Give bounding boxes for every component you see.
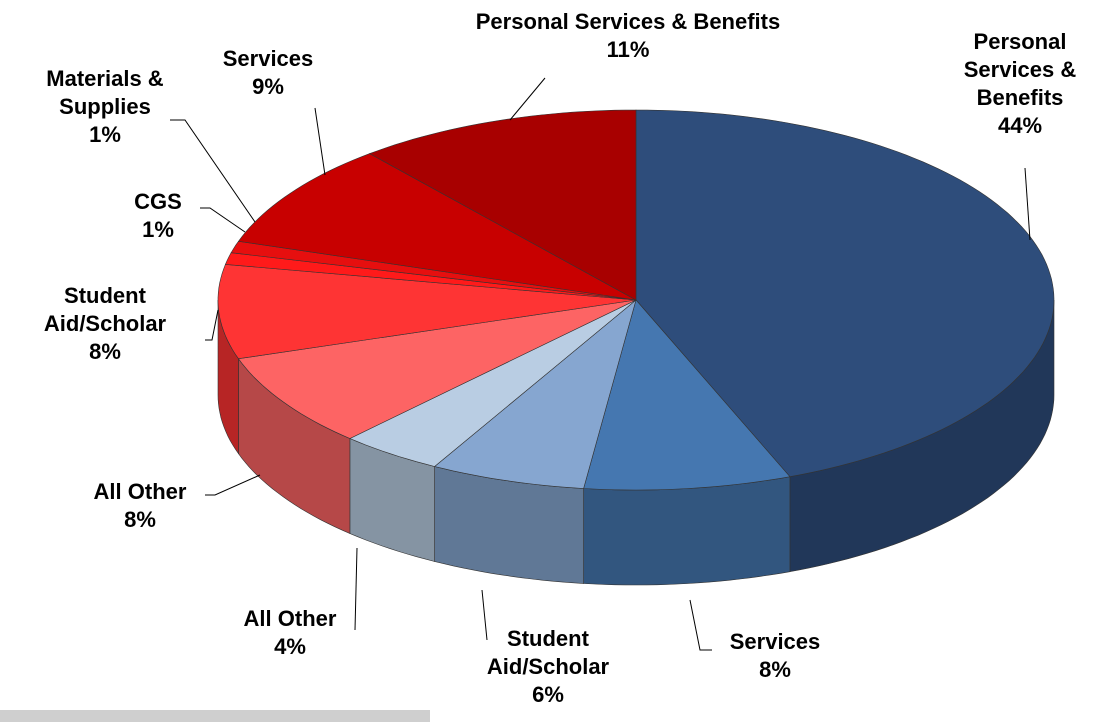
- pie-slice: [635, 109, 1055, 478]
- slice-name: All Other: [93, 479, 187, 504]
- slice-name: Materials & Supplies: [46, 66, 164, 119]
- slice-name: Personal Services & Benefits: [475, 9, 781, 34]
- leader-line: [205, 309, 219, 341]
- slice-name: Student Aid/Scholar: [486, 626, 610, 679]
- pie-slice: [237, 299, 637, 439]
- pie-slice: [583, 299, 791, 491]
- slice-value: 1%: [142, 217, 174, 242]
- leader-line: [354, 547, 358, 631]
- slice-name: Services: [222, 46, 314, 71]
- pie-slice: [217, 264, 637, 360]
- slice-value: 8%: [124, 507, 156, 532]
- slice-value: 1%: [89, 122, 121, 147]
- slice-label: Services 9%: [193, 45, 343, 101]
- leader-line: [200, 207, 246, 233]
- leader-line: [481, 589, 488, 641]
- leader-line: [689, 599, 712, 651]
- leader-line: [314, 107, 326, 176]
- slice-name: Personal Services & Benefits: [963, 29, 1077, 110]
- slice-label: Personal Services & Benefits 44%: [945, 28, 1095, 140]
- slice-label: All Other 4%: [215, 605, 365, 661]
- slice-label: Student Aid/Scholar 8%: [30, 282, 180, 366]
- slice-name: Services: [729, 629, 821, 654]
- slice-label: Materials & Supplies 1%: [25, 65, 185, 149]
- pie-slice-side: [583, 476, 791, 586]
- slice-label: CGS 1%: [83, 188, 233, 244]
- leader-line: [205, 474, 261, 496]
- leader-line: [509, 77, 546, 121]
- slice-name: CGS: [134, 189, 182, 214]
- slice-value: 11%: [606, 37, 650, 62]
- slice-label: Personal Services & Benefits 11%: [418, 8, 838, 64]
- leader-line: [1024, 167, 1031, 241]
- slice-value: 6%: [532, 682, 564, 707]
- slice-value: 44%: [997, 113, 1043, 138]
- scroll-bar: [0, 710, 430, 722]
- slice-value: 4%: [274, 634, 306, 659]
- slice-label: All Other 8%: [65, 478, 215, 534]
- pie-slice: [237, 153, 637, 301]
- leader-line: [170, 119, 256, 223]
- slice-value: 8%: [759, 657, 791, 682]
- slice-name: Student Aid/Scholar: [43, 283, 167, 336]
- slice-label: Student Aid/Scholar 6%: [473, 625, 623, 709]
- pie-slice: [349, 299, 637, 467]
- slice-value: 9%: [252, 74, 284, 99]
- slice-name: All Other: [243, 606, 337, 631]
- slice-label: Services 8%: [700, 628, 850, 684]
- slice-value: 8%: [89, 339, 121, 364]
- pie-slice: [368, 109, 637, 301]
- pie-slice: [433, 299, 637, 489]
